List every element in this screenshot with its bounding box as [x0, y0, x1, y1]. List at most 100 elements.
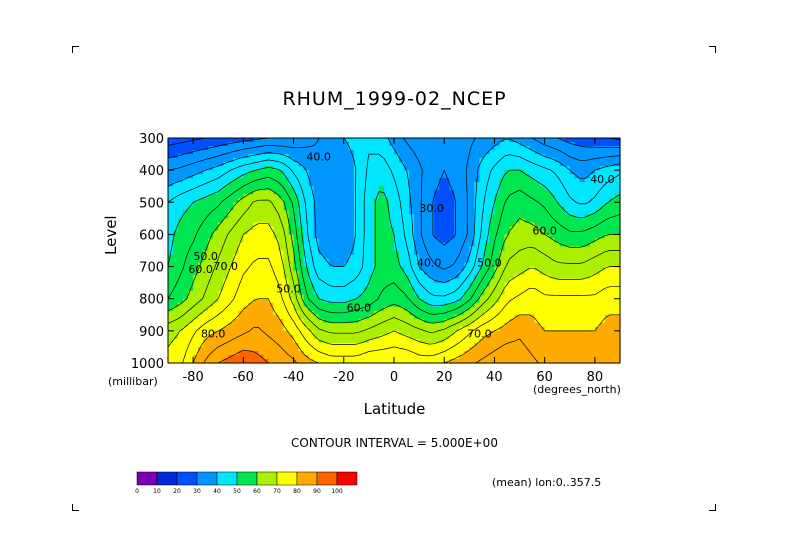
heatmap-cell	[484, 170, 491, 175]
heatmap-cell	[353, 154, 360, 159]
heatmap-cell	[223, 158, 229, 163]
heatmap-cell	[243, 158, 249, 163]
heatmap-cell	[263, 218, 270, 223]
heatmap-cell	[504, 162, 511, 167]
heatmap-cell	[383, 314, 390, 320]
heatmap-cell	[318, 274, 325, 280]
heatmap-cell	[464, 326, 470, 332]
heatmap-cell	[589, 178, 596, 183]
heatmap-cell	[373, 238, 380, 244]
heatmap-cell	[258, 310, 265, 316]
heatmap-cell	[253, 214, 259, 219]
heatmap-cell	[524, 302, 531, 308]
heatmap-cell	[484, 174, 491, 179]
heatmap-cell	[293, 290, 300, 296]
heatmap-cell	[424, 238, 430, 244]
heatmap-cell	[348, 346, 355, 352]
heatmap-cell	[614, 278, 621, 284]
heatmap-cell	[328, 234, 335, 240]
heatmap-cell	[233, 318, 239, 324]
heatmap-cell	[414, 154, 420, 159]
heatmap-cell	[444, 246, 450, 252]
heatmap-cell	[238, 334, 244, 340]
heatmap-cell	[524, 202, 531, 207]
heatmap-cell	[203, 262, 209, 268]
heatmap-cell	[288, 194, 295, 199]
heatmap-cell	[173, 222, 179, 227]
heatmap-cell	[328, 146, 335, 151]
heatmap-cell	[559, 238, 566, 244]
heatmap-cell	[333, 154, 340, 159]
heatmap-cell	[514, 246, 521, 252]
heatmap-cell	[208, 150, 214, 155]
heatmap-cell	[193, 346, 199, 352]
heatmap-cell	[293, 330, 300, 336]
heatmap-cell	[574, 146, 581, 151]
heatmap-cell	[559, 198, 566, 203]
heatmap-cell	[409, 158, 415, 163]
heatmap-cell	[298, 142, 305, 147]
heatmap-cell	[333, 178, 340, 183]
heatmap-cell	[544, 226, 551, 232]
heatmap-cell	[404, 250, 410, 256]
heatmap-cell	[429, 158, 435, 163]
heatmap-cell	[504, 274, 511, 280]
heatmap-cell	[544, 234, 551, 240]
heatmap-cell	[378, 198, 385, 203]
heatmap-cell	[213, 162, 219, 167]
heatmap-cell	[368, 338, 375, 344]
heatmap-cell	[268, 246, 275, 252]
heatmap-cell	[599, 178, 606, 183]
heatmap-cell	[293, 138, 300, 143]
heatmap-cell	[454, 270, 460, 276]
heatmap-cell	[439, 262, 445, 268]
heatmap-cell	[609, 322, 616, 328]
heatmap-cell	[469, 170, 475, 175]
heatmap-cell	[444, 198, 450, 203]
heatmap-cell	[188, 138, 194, 143]
heatmap-cell	[253, 302, 259, 308]
heatmap-cell	[373, 222, 380, 227]
heatmap-cell	[193, 254, 199, 260]
heatmap-cell	[353, 178, 360, 183]
heatmap-cell	[248, 154, 254, 159]
heatmap-cell	[484, 202, 491, 207]
heatmap-cell	[494, 318, 501, 324]
heatmap-cell	[333, 142, 340, 147]
heatmap-cell	[594, 306, 601, 312]
heatmap-cell	[599, 214, 606, 219]
heatmap-cell	[419, 338, 425, 344]
heatmap-cell	[293, 326, 300, 332]
heatmap-cell	[273, 154, 280, 159]
heatmap-cell	[454, 238, 460, 244]
heatmap-cell	[434, 350, 440, 356]
heatmap-cell	[378, 170, 385, 175]
heatmap-cell	[268, 238, 275, 244]
heatmap-cell	[404, 194, 410, 199]
heatmap-cell	[529, 218, 536, 223]
heatmap-cell	[554, 230, 561, 236]
heatmap-cell	[308, 166, 315, 171]
heatmap-cell	[449, 294, 455, 300]
heatmap-cell	[288, 342, 295, 348]
heatmap-cell	[579, 142, 586, 147]
heatmap-cell	[549, 302, 556, 308]
heatmap-cell	[449, 234, 455, 240]
heatmap-cell	[539, 302, 546, 308]
heatmap-cell	[338, 138, 345, 143]
heatmap-cell	[579, 330, 586, 336]
heatmap-cell	[539, 226, 546, 232]
heatmap-cell	[323, 158, 330, 163]
heatmap-cell	[529, 262, 536, 268]
heatmap-cell	[383, 350, 390, 356]
heatmap-cell	[258, 146, 265, 151]
heatmap-cell	[519, 190, 526, 195]
heatmap-cell	[424, 210, 430, 215]
heatmap-cell	[248, 302, 254, 308]
heatmap-cell	[278, 310, 285, 316]
heatmap-cell	[258, 190, 265, 195]
heatmap-cell	[288, 266, 295, 272]
heatmap-cell	[539, 342, 546, 348]
heatmap-cell	[449, 146, 455, 151]
heatmap-cell	[298, 350, 305, 356]
